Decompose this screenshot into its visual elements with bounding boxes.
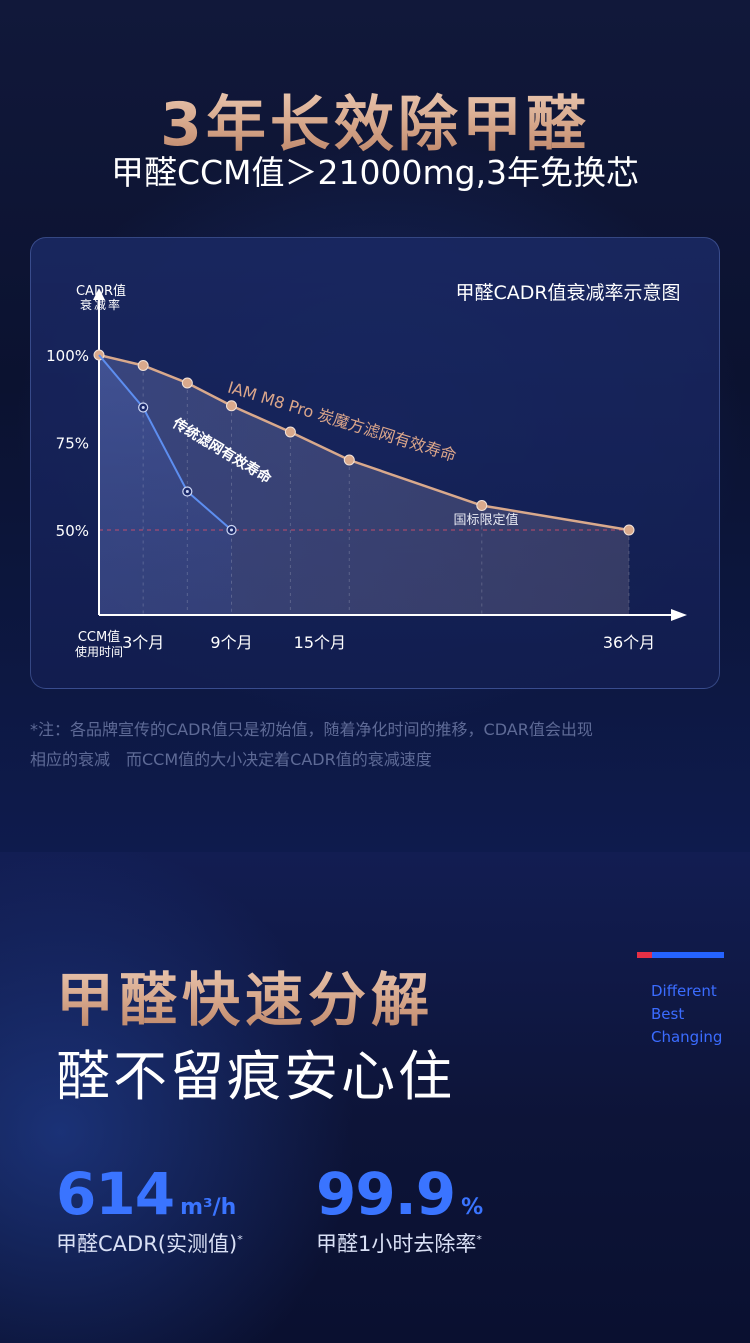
stat-removal-unit: % bbox=[461, 1195, 484, 1220]
legacy-area-fill bbox=[99, 355, 232, 615]
x-axis-label-2: 使用时间 bbox=[75, 644, 123, 659]
section2-title: 甲醛快速分解 bbox=[56, 953, 434, 1037]
tagline-line-1: Different bbox=[651, 982, 717, 1000]
series-iam-point bbox=[476, 500, 488, 511]
x-tick-label: 15个月 bbox=[294, 633, 346, 652]
series-iam-point bbox=[137, 360, 149, 371]
series-iam-point bbox=[623, 524, 635, 536]
stat-cadr-unit: m³/h bbox=[180, 1195, 237, 1220]
x-tick-label: 3个月 bbox=[122, 633, 164, 652]
section2-subtitle: 醛不留痕安心住 bbox=[56, 1045, 455, 1108]
stat-cadr-value: 614 bbox=[56, 1160, 175, 1228]
x-tick-label: 36个月 bbox=[603, 633, 655, 652]
accent-bar-blue bbox=[652, 952, 724, 958]
series-legacy-point-core bbox=[230, 528, 233, 532]
stat-cadr: 614 m³/h 甲醛CADR(实测值)* bbox=[56, 1160, 243, 1258]
y-tick-label: 75% bbox=[56, 435, 89, 453]
footnote: *注：各品牌宣传的CADR值只是初始值，随着净化时间的推移，CDAR值会出现 相… bbox=[30, 715, 720, 775]
series-iam-point bbox=[343, 454, 355, 466]
footnote-line-2: 相应的衰减 而CCM值的大小决定着CADR值的衰减速度 bbox=[30, 750, 432, 769]
footnote-line-1: *注：各品牌宣传的CADR值只是初始值，随着净化时间的推移，CDAR值会出现 bbox=[30, 720, 593, 739]
series-legacy-line bbox=[98, 354, 233, 531]
section-fast-decomposition bbox=[0, 852, 750, 1343]
stat-removal-label: 甲醛1小时去除率* bbox=[316, 1232, 482, 1256]
series-iam-point bbox=[181, 377, 193, 389]
y-axis-label-1: CADR值 bbox=[76, 283, 126, 299]
section-longlasting: 3年长效除甲醛 甲醛CCM值＞21000mg,3年免换芯 国标限定值 IAM M8… bbox=[0, 0, 750, 852]
series-iam-line bbox=[98, 353, 630, 532]
tagline: Different Best Changing bbox=[651, 980, 746, 1049]
x-tick-label: 9个月 bbox=[210, 633, 252, 652]
tagline-line-3: Changing bbox=[651, 1028, 723, 1046]
stat-removal-value: 99.9 bbox=[316, 1160, 456, 1228]
y-axis-arrow bbox=[93, 288, 105, 300]
series-legacy-point-core bbox=[141, 406, 145, 409]
x-axis-label-1: CCM值 bbox=[78, 629, 120, 645]
series-legacy-point-core bbox=[185, 490, 189, 493]
page-subtitle: 甲醛CCM值＞21000mg,3年免换芯 bbox=[110, 153, 640, 192]
tagline-line-2: Best bbox=[651, 1005, 685, 1023]
y-tick-label: 100% bbox=[46, 347, 89, 365]
page-title: 3年长效除甲醛 bbox=[0, 76, 750, 163]
x-axis-arrow bbox=[671, 609, 687, 621]
chart-card: 国标限定值 IAM M8 Pro 炭魔方滤网有效寿命 传统滤网有效寿命 100% 75%… bbox=[30, 237, 720, 689]
reference-label: 国标限定值 bbox=[453, 512, 518, 528]
stat-cadr-label: 甲醛CADR(实测值)* bbox=[56, 1232, 243, 1256]
series-iam-point bbox=[226, 400, 237, 412]
y-tick-label: 50% bbox=[56, 522, 89, 540]
chart-title: 甲醛CADR值衰减率示意图 bbox=[455, 282, 680, 304]
y-axis-label-2: 衰减率 bbox=[80, 297, 122, 312]
series-iam-point bbox=[284, 426, 296, 438]
stat-removal-rate: 99.9% 甲醛1小时去除率* bbox=[316, 1160, 483, 1258]
accent-bar-red bbox=[637, 952, 652, 958]
